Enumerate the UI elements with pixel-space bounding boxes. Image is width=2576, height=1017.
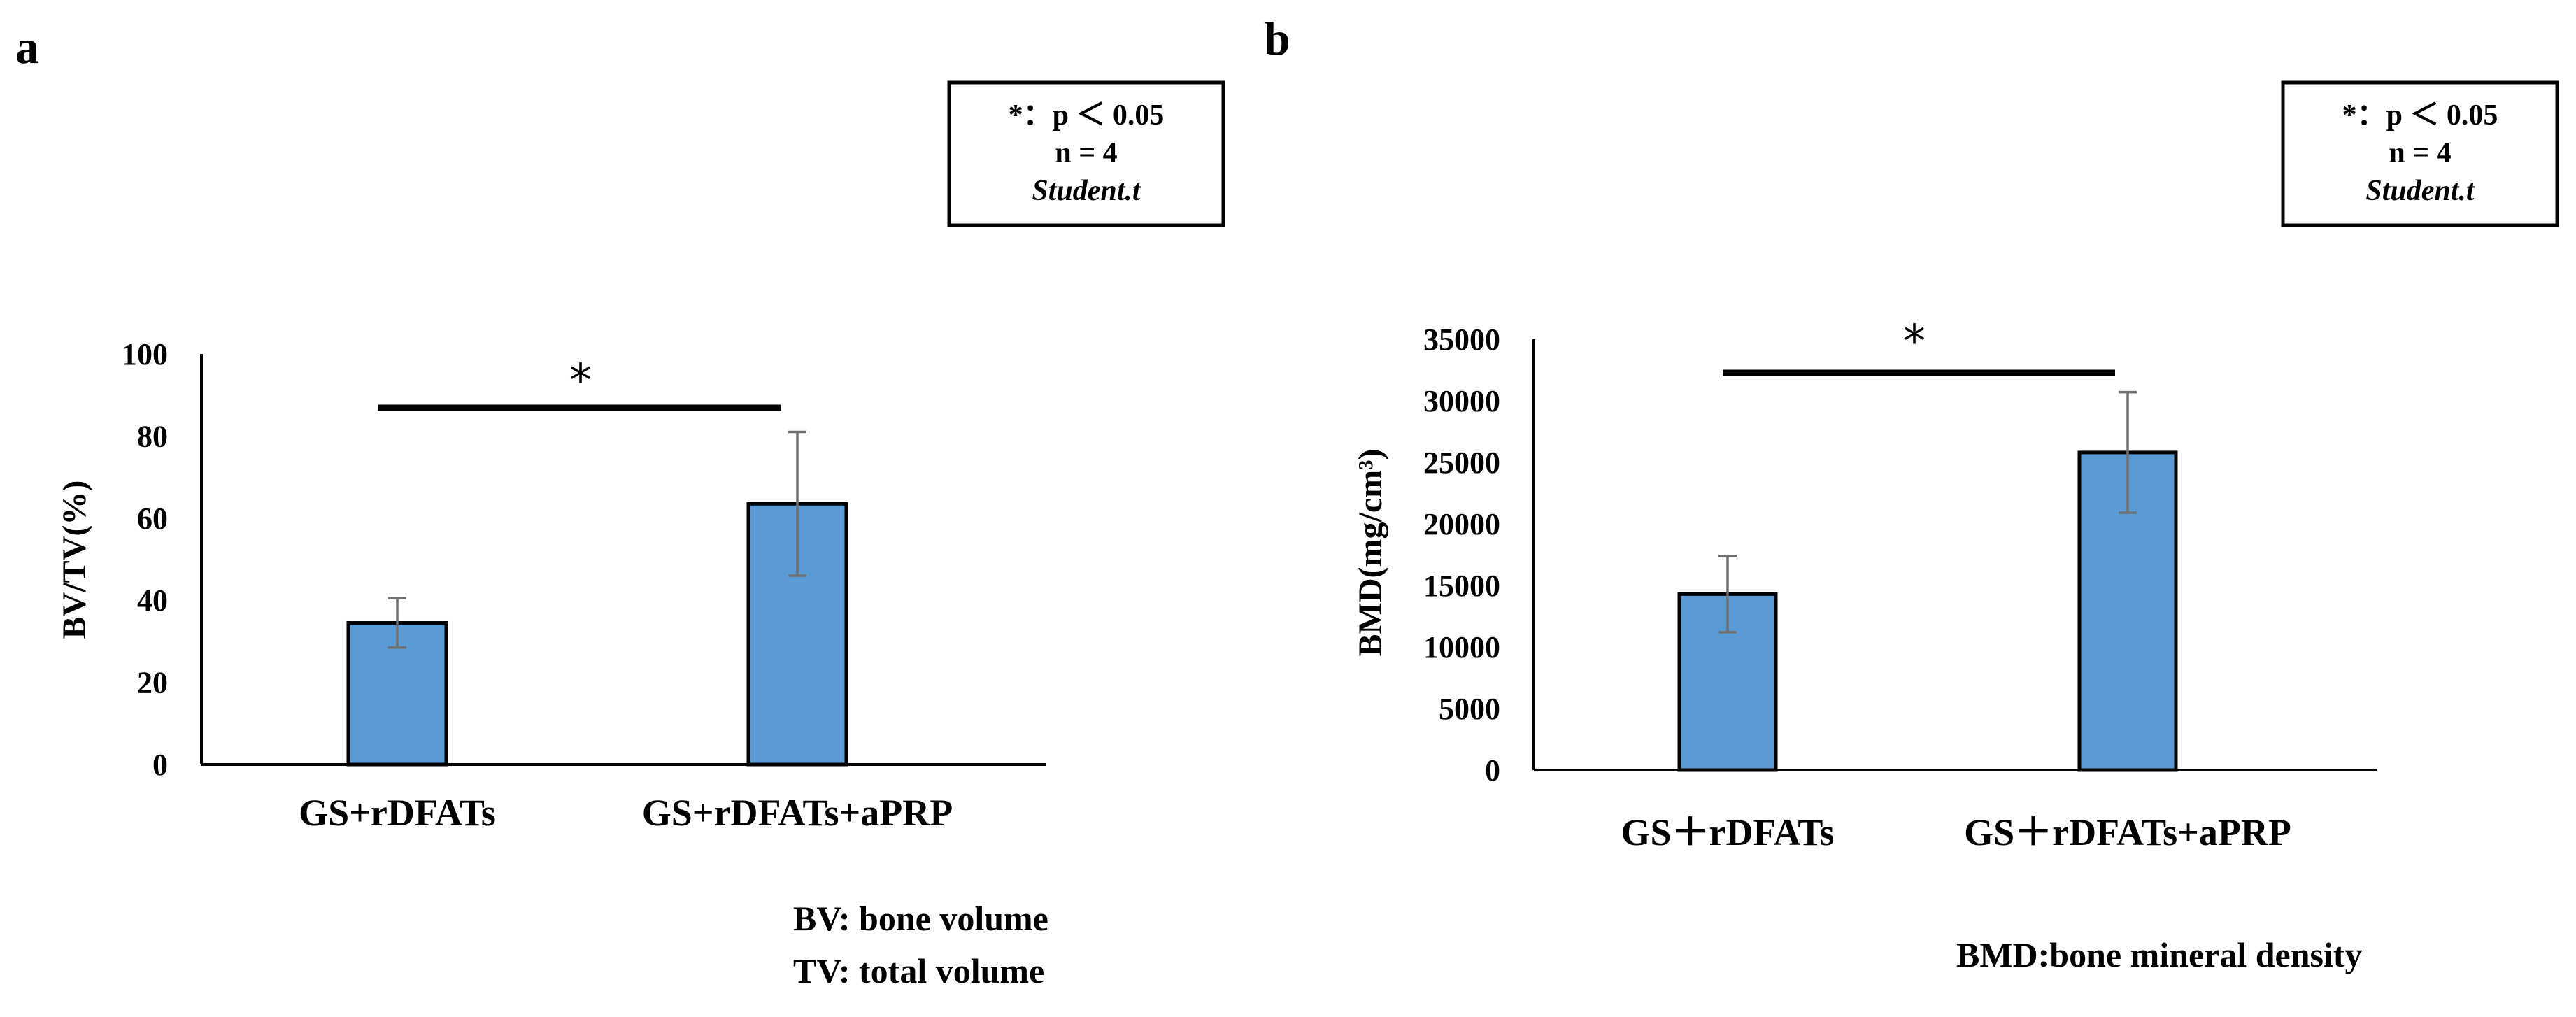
panel-b-y-tick-label: 15000 xyxy=(1423,569,1500,603)
panel-b-legend-pvalue: *：p ＜ 0.05 xyxy=(2342,99,2498,131)
panel-b-y-ticks: 0 5000 10000 15000 20000 25000 30000 35000 xyxy=(1423,322,1500,788)
panel-a-y-tick-label: 0 xyxy=(152,748,168,782)
panel-b-y-tick-label: 10000 xyxy=(1423,630,1500,664)
panel-a-footnote-bv: BV: bone volume xyxy=(793,899,1048,938)
panel-a-legend-box xyxy=(947,80,1225,227)
panel-a-significance-star: * xyxy=(569,355,592,407)
panel-b-y-tick-label: 30000 xyxy=(1423,384,1500,418)
panel-a-legend-n: n = 4 xyxy=(1055,137,1117,169)
panel-b-y-tick-label: 25000 xyxy=(1423,446,1500,480)
panel-b-y-tick-label: 5000 xyxy=(1439,692,1500,726)
panel-b-bars xyxy=(1677,390,2178,772)
panel-b-legend-box xyxy=(2281,80,2559,227)
panel-b-y-tick-label: 0 xyxy=(1485,753,1500,788)
panel-a-y-tick-label: 60 xyxy=(137,502,168,536)
panel-b-legend-n: n = 4 xyxy=(2389,137,2451,169)
panel-a-category-label-2: GS+rDFATs+aPRP xyxy=(642,792,953,834)
panel-b-y-label: BMD(mg/cm³) xyxy=(1352,449,1389,657)
panel-a-y-ticks: 0 20 40 60 80 100 xyxy=(122,337,168,782)
panel-a-y-tick-label: 40 xyxy=(137,583,168,618)
panel-a-y-label: BV/TV(%) xyxy=(56,481,93,639)
panel-a-legend-test: Student.t xyxy=(1032,175,1141,207)
panel-b: b *：p ＜ 0.05 n = 4 Student.t BMD(mg/cm³)… xyxy=(1264,12,2559,974)
panel-b-footnote-bmd: BMD:bone mineral density xyxy=(1956,935,2363,974)
panel-b-significance-star: * xyxy=(1903,316,1926,368)
panel-a-label: a xyxy=(15,20,39,73)
panel-b-category-label-2: GS＋rDFATs+aPRP xyxy=(1964,811,2291,853)
panel-a-y-tick-label: 100 xyxy=(122,337,168,371)
panel-b-y-tick-label: 20000 xyxy=(1423,507,1500,541)
panel-a-category-label-1: GS+rDFATs xyxy=(299,792,496,834)
panel-b-y-tick-label: 35000 xyxy=(1423,322,1500,357)
panel-b-legend-test: Student.t xyxy=(2365,175,2475,207)
panel-a-y-tick-label: 80 xyxy=(137,419,168,453)
panel-a-legend-pvalue: *：p ＜ 0.05 xyxy=(1009,99,1165,131)
panel-b-category-label-1: GS＋rDFATs xyxy=(1621,811,1834,853)
panel-a-footnote-tv: TV: total volume xyxy=(793,951,1044,990)
panel-a: a *：p ＜ 0.05 n = 4 Student.t BV/TV(%) 0 2… xyxy=(15,20,1225,990)
panel-a-y-tick-label: 20 xyxy=(137,666,168,700)
panel-a-bars xyxy=(346,430,848,767)
panel-b-label: b xyxy=(1264,12,1290,65)
